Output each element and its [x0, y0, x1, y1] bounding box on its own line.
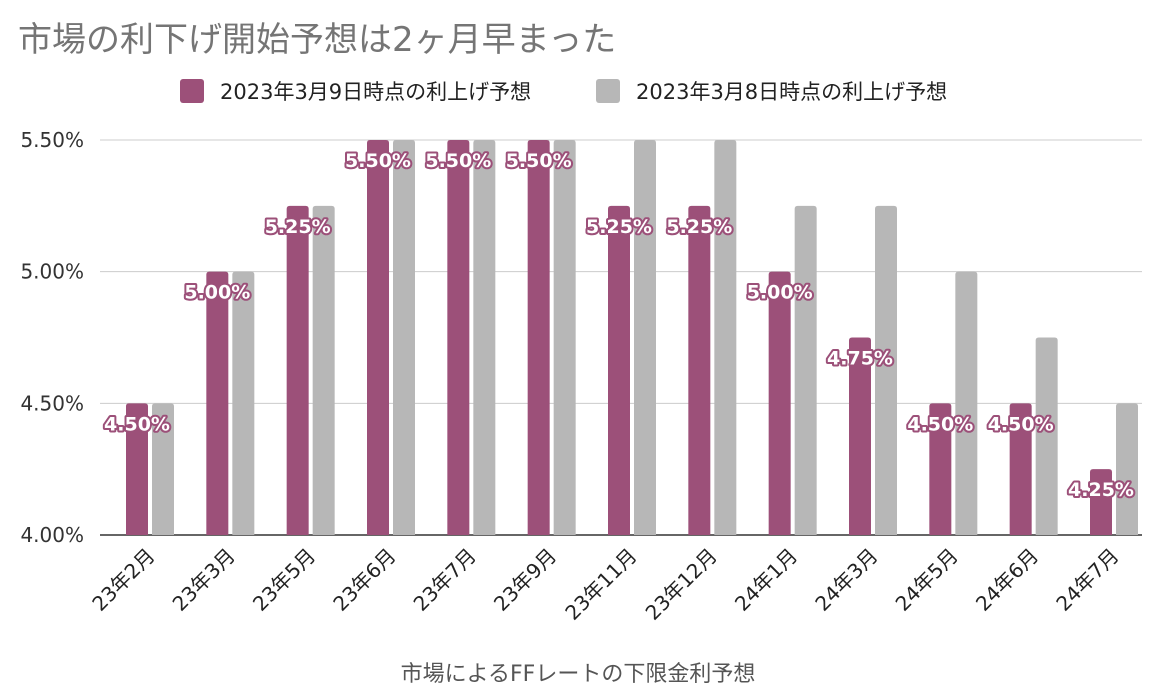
bar-series-1: [447, 140, 470, 535]
legend-label-series-1: 2023年3月9日時点の利上げ予想: [220, 80, 532, 104]
bar-series-1: [768, 271, 791, 535]
bar-series-1: [929, 403, 952, 535]
bar-series-1: [1090, 469, 1112, 535]
x-tick-label: 23年3月: [168, 544, 240, 616]
x-tick-label: 23年9月: [489, 544, 561, 616]
y-tick-label: 4.50%: [20, 391, 84, 415]
legend-swatch-series-2: [596, 79, 620, 103]
data-label: 4.25%: [1068, 479, 1134, 501]
bar-series-2: [714, 140, 737, 535]
chart-title: 市場の利下げ開始予想は2ヶ月早まった: [18, 20, 617, 60]
legend-item-series-1: 2023年3月9日時点の利上げ予想: [180, 74, 531, 108]
legend-swatch-series-1: [180, 79, 204, 103]
bar-series-2: [553, 140, 576, 535]
x-tick-label: 23年7月: [409, 544, 481, 616]
bar-series-2: [232, 271, 255, 535]
bar-series-2: [955, 271, 978, 535]
x-tick-label: 24年5月: [891, 544, 963, 616]
bar-series-2: [875, 205, 897, 536]
bar-series-1: [1009, 403, 1032, 535]
x-tick-label: 23年2月: [87, 544, 159, 616]
bar-series-2: [152, 403, 174, 535]
data-label: 4.75%: [827, 348, 893, 370]
x-tick-label: 23年6月: [328, 544, 400, 616]
x-tick-label: 24年7月: [1051, 544, 1123, 616]
x-tick-label: 23年5月: [248, 544, 320, 616]
bar-series-1: [608, 205, 630, 536]
bar-series-1: [206, 271, 229, 535]
data-label: 5.50%: [425, 150, 491, 172]
bar-series-2: [312, 205, 335, 536]
x-tick-label: 24年6月: [971, 544, 1043, 616]
data-label: 4.50%: [104, 413, 170, 435]
data-label: 5.00%: [747, 282, 813, 304]
legend-item-series-2: 2023年3月8日時点の利上げ予想: [596, 74, 947, 108]
legend-label-series-2: 2023年3月8日時点の利上げ予想: [636, 80, 948, 104]
x-axis-title: 市場によるFFレートの下限金利予想: [400, 662, 756, 687]
bar-series-2: [473, 140, 496, 535]
legend: 2023年3月9日時点の利上げ予想 2023年3月8日時点の利上げ予想: [0, 74, 1156, 108]
data-label: 4.50%: [988, 413, 1054, 435]
bar-series-2: [393, 140, 415, 535]
bar-series-1: [688, 205, 711, 536]
x-tick-label: 24年1月: [730, 544, 802, 616]
x-tick-label: 23年11月: [560, 544, 641, 625]
bar-series-1: [527, 140, 550, 535]
data-label: 5.50%: [345, 150, 411, 172]
bar-series-1: [286, 205, 309, 536]
y-tick-label: 5.00%: [20, 260, 84, 284]
bar-series-1: [849, 337, 871, 535]
bar-series-1: [367, 140, 389, 535]
data-label: 5.25%: [666, 216, 732, 238]
data-label: 5.25%: [265, 216, 331, 238]
x-tick-label: 23年12月: [641, 544, 722, 625]
data-label: 5.25%: [586, 216, 652, 238]
data-label: 4.50%: [907, 413, 973, 435]
y-tick-label: 4.00%: [20, 523, 84, 547]
bar-series-2: [1116, 403, 1138, 535]
y-tick-label: 5.50%: [20, 128, 84, 152]
bar-series-2: [634, 140, 656, 535]
data-label: 5.50%: [506, 150, 572, 172]
bar-series-2: [1035, 337, 1058, 535]
data-label: 5.00%: [184, 282, 250, 304]
x-tick-label: 24年3月: [810, 544, 882, 616]
bar-series-1: [126, 403, 148, 535]
bar-series-2: [794, 205, 817, 536]
